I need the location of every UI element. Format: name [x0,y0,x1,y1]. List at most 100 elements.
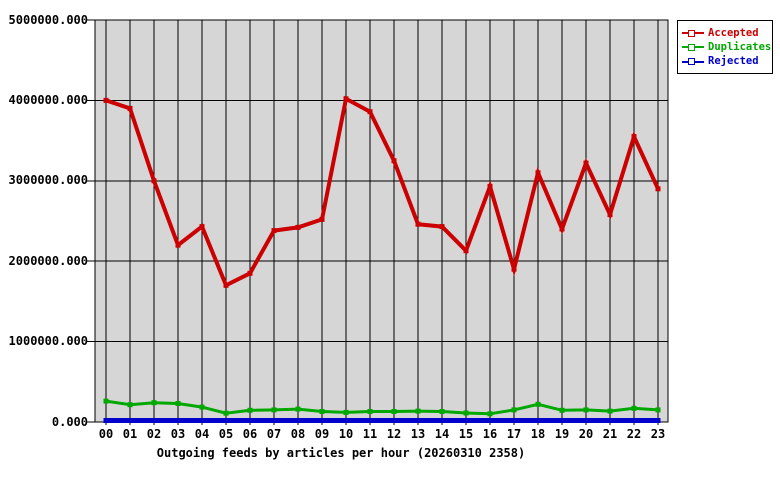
x-axis-tick-label: 09 [314,427,330,441]
duplicates-point-marker [631,405,637,411]
duplicates-point-marker [271,407,277,413]
accepted-point-marker [127,105,133,111]
legend: Accepted Duplicates Rejected [677,20,773,74]
y-axis-tick-label: 4000000.000 [8,92,88,107]
chart-title: Outgoing feeds by articles per hour (202… [156,446,526,460]
accepted-point-marker [343,96,349,102]
rejected-point-marker [343,418,349,423]
accepted-point-marker [487,183,493,189]
rejected-point-marker [559,418,565,423]
rejected-point-marker [247,418,253,423]
x-axis-tick-label: 21 [602,427,618,441]
duplicates-point-marker [247,407,253,413]
accepted-point-marker [631,134,637,140]
x-axis-tick-label: 11 [362,427,378,441]
duplicates-point-marker [199,404,205,410]
accepted-point-marker [535,170,541,176]
duplicates-line [105,399,659,416]
x-axis-tick-label: 10 [338,427,354,441]
legend-item-duplicates: Duplicates [678,40,772,54]
accepted-line [105,95,660,289]
rejected-point-marker [199,418,205,423]
accepted-point-marker [607,212,613,218]
rejected-point-marker [439,418,445,423]
y-axis-tick-label: 1000000.000 [8,334,88,349]
duplicates-point-marker [439,409,445,414]
x-axis-tick-label: 13 [410,427,426,441]
x-axis-tick-label: 22 [626,427,642,441]
accepted-point-marker [463,248,469,254]
accepted-point-marker [271,228,277,234]
accepted-point-marker [199,224,205,230]
duplicates-point-marker [127,402,133,408]
duplicates-point-marker [535,401,541,407]
duplicates-point-marker [319,409,325,414]
rejected-point-marker [271,418,277,423]
accepted-point-marker [367,109,373,115]
legend-square-marker-icon [688,29,695,37]
accepted-point-marker [247,270,253,276]
accepted-point-marker [511,266,517,272]
y-axis-tick-label: 5000000.000 [8,12,88,27]
x-axis-tick-label: 12 [386,427,402,441]
legend-square-marker-icon [688,58,695,66]
x-axis-tick-label: 06 [242,427,258,441]
accepted-point-marker [391,158,397,164]
accepted-point-marker [439,224,445,230]
rejected-point-marker [583,418,589,423]
x-axis-tick-label: 04 [194,427,210,441]
legend-label: Rejected [708,55,759,68]
y-axis-tick-label: 0.000 [51,414,88,429]
x-axis-tick-label: 07 [266,427,282,441]
accepted-point-marker [223,282,229,288]
legend-square-marker-icon [688,43,695,51]
x-axis-tick-label: 05 [218,427,234,441]
rejected-point-marker [175,418,181,423]
rejected-point-marker [535,418,541,423]
x-axis-tick-label: 02 [146,427,162,441]
duplicates-point-marker [607,408,613,414]
x-axis-tick-label: 19 [554,427,570,441]
rejected-point-marker [127,418,133,423]
rejected-point-marker [151,418,157,423]
duplicates-point-marker [151,400,157,406]
x-axis-tick-label: 08 [290,427,306,441]
legend-item-rejected: Rejected [678,55,772,69]
duplicates-point-marker [655,407,661,413]
accepted-point-marker [151,178,157,184]
accepted-point-marker [103,97,109,103]
rejected-point-marker [223,418,229,423]
x-axis-tick-label: 20 [578,427,594,441]
x-axis-tick-label: 03 [170,427,186,441]
rejected-point-marker [391,418,397,423]
x-axis-tick-label: 23 [650,427,666,441]
rejected-point-marker [367,418,373,423]
x-axis-tick-label: 17 [506,427,522,441]
x-axis-tick-label: 01 [122,427,138,441]
rejected-point-marker [463,418,469,423]
duplicates-point-marker [175,401,181,406]
duplicates-point-marker [367,409,373,414]
y-axis-tick-label: 3000000.000 [8,173,88,188]
accepted-point-marker [559,226,565,232]
duplicates-point-marker [103,398,109,404]
rejected-point-marker [295,418,301,423]
plot-area [95,20,668,422]
rejected-point-marker [103,418,109,423]
accepted-point-marker [583,160,589,166]
x-axis-tick-label: 18 [530,427,546,441]
rejected-point-marker [511,418,517,423]
duplicates-point-marker [391,409,397,414]
rejected-point-marker [631,418,637,423]
legend-line-sample [682,55,708,69]
x-axis-tick-label: 00 [98,427,114,441]
legend-label: Accepted [708,26,759,39]
duplicates-point-marker [223,410,229,416]
rejected-point-marker [415,418,421,423]
legend-line-sample [682,26,708,40]
rejected-point-marker [487,418,493,423]
duplicates-point-marker [511,407,517,413]
duplicates-point-marker [295,406,301,412]
duplicates-point-marker [487,411,493,417]
